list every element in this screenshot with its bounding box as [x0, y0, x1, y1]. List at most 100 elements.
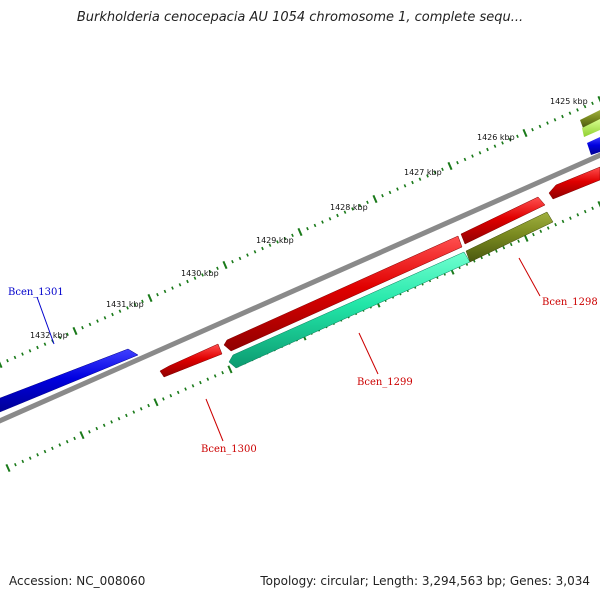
tick-mark	[65, 440, 69, 444]
tick-mark	[103, 316, 107, 320]
tick-mark	[508, 137, 512, 142]
tick-mark	[313, 223, 317, 228]
gene-red-upper-right[interactable]	[460, 196, 546, 245]
tick-mark	[554, 223, 557, 227]
tick-mark	[88, 430, 91, 434]
tick-mark	[213, 374, 217, 378]
tick-mark	[522, 128, 528, 138]
callout-bcen-1300	[205, 398, 224, 442]
tick-mark	[276, 240, 279, 244]
tick-mark	[176, 390, 180, 395]
tick-mark	[538, 124, 542, 129]
scale-label: 1427 kbp	[404, 168, 442, 177]
tick-mark	[14, 463, 17, 467]
tick-mark	[162, 397, 165, 401]
tick-mark	[206, 377, 210, 381]
tick-mark	[561, 219, 565, 224]
tick-mark	[502, 246, 506, 250]
tick-mark	[208, 269, 212, 274]
tick-mark	[283, 236, 287, 241]
tick-mark	[96, 319, 99, 323]
scale-label: 1429 kbp	[256, 236, 294, 245]
gene-olive-top-right[interactable]	[580, 110, 600, 128]
tick-mark	[531, 128, 534, 132]
tick-mark	[125, 413, 128, 418]
tick-mark	[246, 253, 249, 257]
tick-mark	[591, 101, 594, 105]
scale-label: 1426 kbp	[477, 133, 515, 142]
gene-bcen-1300[interactable]	[159, 343, 223, 378]
tick-mark	[58, 335, 62, 340]
gene-red-long[interactable]	[223, 235, 463, 352]
tick-mark	[73, 436, 76, 441]
gene-bcen-1301[interactable]	[0, 348, 139, 414]
tick-mark	[576, 213, 580, 217]
gene-bcen-1298[interactable]	[465, 211, 554, 263]
tick-mark	[79, 431, 85, 440]
tick-mark	[366, 200, 369, 204]
tick-mark	[487, 252, 491, 257]
tick-mark	[81, 326, 84, 330]
tick-mark	[351, 207, 354, 211]
tick-mark	[493, 144, 497, 148]
callout-bcen-1301	[36, 296, 55, 345]
scale-label: 1432 kbp	[30, 331, 68, 340]
tick-mark	[222, 260, 228, 270]
gene-red-far-right[interactable]	[548, 166, 600, 200]
gene-blue-top-right[interactable]	[587, 137, 600, 155]
tick-mark	[238, 256, 242, 261]
tick-mark	[178, 283, 182, 287]
tick-mark	[583, 209, 587, 214]
tick-mark	[268, 243, 272, 247]
callout-lines	[36, 257, 541, 442]
tick-mark	[568, 111, 572, 115]
tick-mark	[456, 161, 459, 165]
tick-mark	[227, 365, 233, 374]
tick-mark	[141, 299, 144, 303]
gene-label-bcen-1299[interactable]: Bcen_1299	[357, 377, 413, 388]
tick-mark	[546, 121, 549, 125]
tick-mark	[28, 349, 32, 353]
tick-mark	[193, 276, 197, 280]
tick-mark	[66, 332, 69, 336]
tick-mark	[72, 326, 78, 336]
scale-label: 1425 kbp	[550, 97, 588, 106]
tick-mark	[441, 167, 444, 171]
tick-mark	[486, 147, 489, 152]
tick-mark	[111, 312, 114, 317]
tick-mark	[43, 342, 47, 346]
gene-label-bcen-1298[interactable]: Bcen_1298	[542, 297, 598, 308]
gene-features[interactable]	[0, 110, 600, 414]
gene-bcen-1299[interactable]	[228, 251, 471, 369]
tick-mark	[139, 407, 143, 411]
gene-lime-top-right[interactable]	[582, 119, 600, 137]
gene-labels[interactable]: Bcen_1301 Bcen_1300 Bcen_1299 Bcen_1298	[8, 287, 598, 455]
tick-mark	[163, 289, 167, 294]
tick-mark	[21, 352, 24, 356]
tick-mark	[147, 293, 153, 303]
tick-mark	[171, 286, 174, 290]
tick-mark	[576, 108, 579, 112]
tick-mark	[43, 449, 47, 454]
gene-label-bcen-1300[interactable]: Bcen_1300	[201, 444, 257, 455]
tick-mark	[343, 210, 347, 214]
tick-mark	[58, 443, 62, 447]
tick-mark	[561, 114, 564, 119]
tick-mark	[191, 384, 195, 388]
tick-mark	[221, 370, 224, 375]
tick-mark	[184, 387, 187, 391]
tick-mark	[297, 227, 303, 237]
tick-mark	[13, 355, 17, 360]
tick-mark	[501, 141, 504, 145]
gene-label-bcen-1301[interactable]: Bcen_1301	[8, 287, 64, 298]
tick-mark	[51, 446, 54, 450]
tick-mark	[411, 180, 414, 185]
tick-mark	[509, 242, 513, 247]
tick-mark	[95, 426, 99, 431]
tick-mark	[21, 459, 25, 464]
tick-mark	[5, 463, 11, 473]
tick-mark	[516, 134, 519, 138]
tick-mark	[6, 359, 9, 363]
tick-mark	[36, 453, 39, 457]
